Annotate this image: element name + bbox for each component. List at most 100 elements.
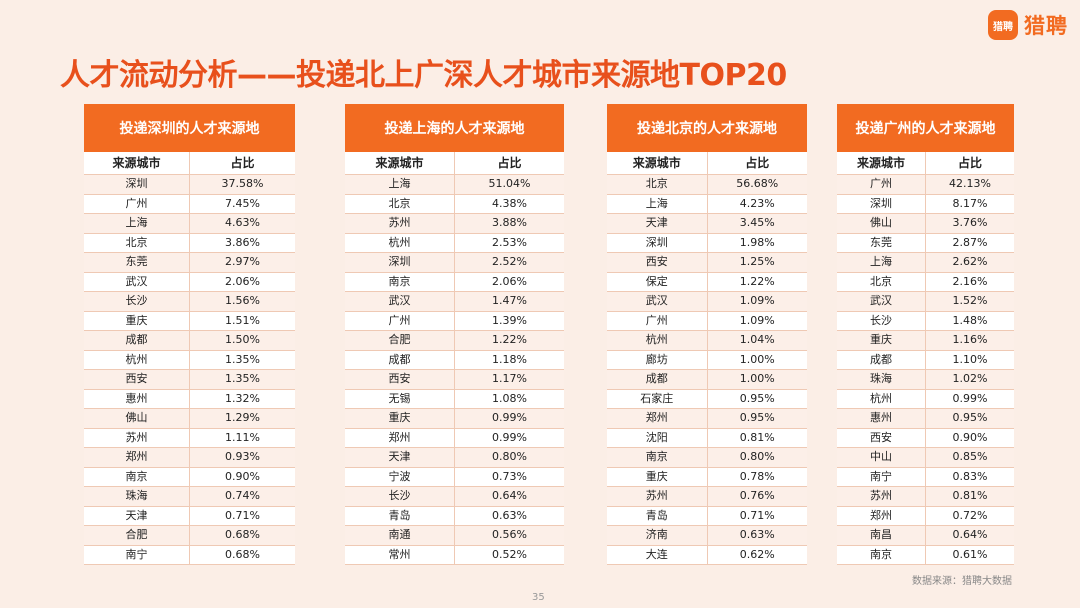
header-share: 占比 bbox=[707, 152, 807, 175]
table-row: 佛山 3.76% bbox=[837, 213, 1014, 234]
panel-shenzhen: 投递深圳的人才来源地 来源城市 占比 深圳 37.58% 广州 7.45% 上海 4.63… bbox=[84, 104, 295, 565]
share-cell: 42.13% bbox=[925, 174, 1014, 195]
source-table: 来源城市 占比 北京 56.68% 上海 4.23% 天津 3.45% 深圳 1.98% 西安 1… bbox=[607, 152, 807, 565]
city-cell: 东莞 bbox=[84, 252, 190, 273]
city-cell: 保定 bbox=[607, 272, 708, 292]
share-cell: 0.81% bbox=[707, 428, 807, 448]
city-cell: 中山 bbox=[837, 447, 926, 468]
city-cell: 杭州 bbox=[84, 350, 190, 370]
table-row: 青岛 0.71% bbox=[607, 506, 807, 526]
share-cell: 0.95% bbox=[707, 389, 807, 409]
share-cell: 4.38% bbox=[454, 194, 564, 214]
city-cell: 南通 bbox=[345, 525, 455, 546]
table-row: 成都 1.18% bbox=[345, 350, 564, 370]
brand-name: 猎聘 bbox=[1024, 14, 1068, 38]
share-cell: 1.56% bbox=[189, 291, 295, 312]
city-cell: 苏州 bbox=[345, 213, 455, 234]
city-cell: 广州 bbox=[607, 311, 708, 331]
table-row: 武汉 2.06% bbox=[84, 272, 295, 292]
city-cell: 广州 bbox=[84, 194, 190, 214]
share-cell: 3.76% bbox=[925, 213, 1014, 234]
table-row: 长沙 1.56% bbox=[84, 291, 295, 312]
city-cell: 杭州 bbox=[837, 389, 926, 409]
share-cell: 1.52% bbox=[925, 291, 1014, 312]
share-cell: 1.35% bbox=[189, 350, 295, 370]
header-share: 占比 bbox=[454, 152, 564, 175]
share-cell: 4.23% bbox=[707, 194, 807, 214]
panel-title: 投递广州的人才来源地 bbox=[837, 104, 1014, 152]
city-cell: 西安 bbox=[84, 369, 190, 390]
city-cell: 南京 bbox=[84, 467, 190, 487]
table-row: 重庆 0.99% bbox=[345, 408, 564, 429]
table-row: 深圳 8.17% bbox=[837, 194, 1014, 214]
share-cell: 0.83% bbox=[925, 467, 1014, 487]
city-cell: 北京 bbox=[345, 194, 455, 214]
table-row: 南京 2.06% bbox=[345, 272, 564, 292]
table-row: 苏州 3.88% bbox=[345, 213, 564, 234]
share-cell: 0.85% bbox=[925, 447, 1014, 468]
table-row: 东莞 2.87% bbox=[837, 233, 1014, 253]
city-cell: 石家庄 bbox=[607, 389, 708, 409]
city-cell: 廊坊 bbox=[607, 350, 708, 370]
share-cell: 37.58% bbox=[189, 174, 295, 195]
share-cell: 0.68% bbox=[189, 545, 295, 565]
city-cell: 北京 bbox=[607, 174, 708, 195]
share-cell: 0.64% bbox=[925, 525, 1014, 546]
share-cell: 0.78% bbox=[707, 467, 807, 487]
share-cell: 2.16% bbox=[925, 272, 1014, 292]
table-row: 中山 0.85% bbox=[837, 447, 1014, 468]
city-cell: 沈阳 bbox=[607, 428, 708, 448]
city-cell: 武汉 bbox=[607, 291, 708, 312]
table-row: 珠海 1.02% bbox=[837, 369, 1014, 390]
share-cell: 56.68% bbox=[707, 174, 807, 195]
table-row: 济南 0.63% bbox=[607, 525, 807, 546]
table-row: 上海 4.63% bbox=[84, 213, 295, 234]
panel-shanghai: 投递上海的人才来源地 来源城市 占比 上海 51.04% 北京 4.38% 苏州 3.88… bbox=[345, 104, 564, 565]
share-cell: 0.80% bbox=[707, 447, 807, 468]
city-cell: 天津 bbox=[84, 506, 190, 526]
share-cell: 0.81% bbox=[925, 486, 1014, 507]
table-row: 惠州 0.95% bbox=[837, 408, 1014, 429]
table-row: 沈阳 0.81% bbox=[607, 428, 807, 448]
table-row: 郑州 0.93% bbox=[84, 447, 295, 468]
city-cell: 深圳 bbox=[607, 233, 708, 253]
share-cell: 3.45% bbox=[707, 213, 807, 234]
table-row: 天津 3.45% bbox=[607, 213, 807, 234]
share-cell: 1.16% bbox=[925, 330, 1014, 351]
city-cell: 上海 bbox=[607, 194, 708, 214]
city-cell: 上海 bbox=[84, 213, 190, 234]
share-cell: 1.09% bbox=[707, 291, 807, 312]
table-row: 重庆 1.16% bbox=[837, 330, 1014, 351]
table-row: 保定 1.22% bbox=[607, 272, 807, 292]
city-cell: 苏州 bbox=[607, 486, 708, 507]
city-cell: 常州 bbox=[345, 545, 455, 565]
city-cell: 南昌 bbox=[837, 525, 926, 546]
table-row: 无锡 1.08% bbox=[345, 389, 564, 409]
table-row: 宁波 0.73% bbox=[345, 467, 564, 487]
table-row: 广州 7.45% bbox=[84, 194, 295, 214]
share-cell: 0.63% bbox=[454, 506, 564, 526]
share-cell: 1.48% bbox=[925, 311, 1014, 331]
city-cell: 郑州 bbox=[345, 428, 455, 448]
table-row: 苏州 0.81% bbox=[837, 486, 1014, 507]
share-cell: 1.22% bbox=[707, 272, 807, 292]
header-city: 来源城市 bbox=[345, 152, 455, 175]
share-cell: 1.51% bbox=[189, 311, 295, 331]
share-cell: 1.22% bbox=[454, 330, 564, 351]
table-row: 上海 4.23% bbox=[607, 194, 807, 214]
data-source-note: 数据来源：猎聘大数据 bbox=[912, 576, 1012, 587]
city-cell: 重庆 bbox=[345, 408, 455, 429]
share-cell: 1.00% bbox=[707, 369, 807, 390]
table-row: 成都 1.50% bbox=[84, 330, 295, 351]
table-row: 东莞 2.97% bbox=[84, 252, 295, 273]
share-cell: 2.87% bbox=[925, 233, 1014, 253]
city-cell: 广州 bbox=[837, 174, 926, 195]
table-row: 西安 1.35% bbox=[84, 369, 295, 390]
city-cell: 深圳 bbox=[84, 174, 190, 195]
table-row: 武汉 1.52% bbox=[837, 291, 1014, 312]
city-cell: 长沙 bbox=[837, 311, 926, 331]
city-cell: 南京 bbox=[345, 272, 455, 292]
city-cell: 惠州 bbox=[837, 408, 926, 429]
share-cell: 3.86% bbox=[189, 233, 295, 253]
table-row: 西安 0.90% bbox=[837, 428, 1014, 448]
